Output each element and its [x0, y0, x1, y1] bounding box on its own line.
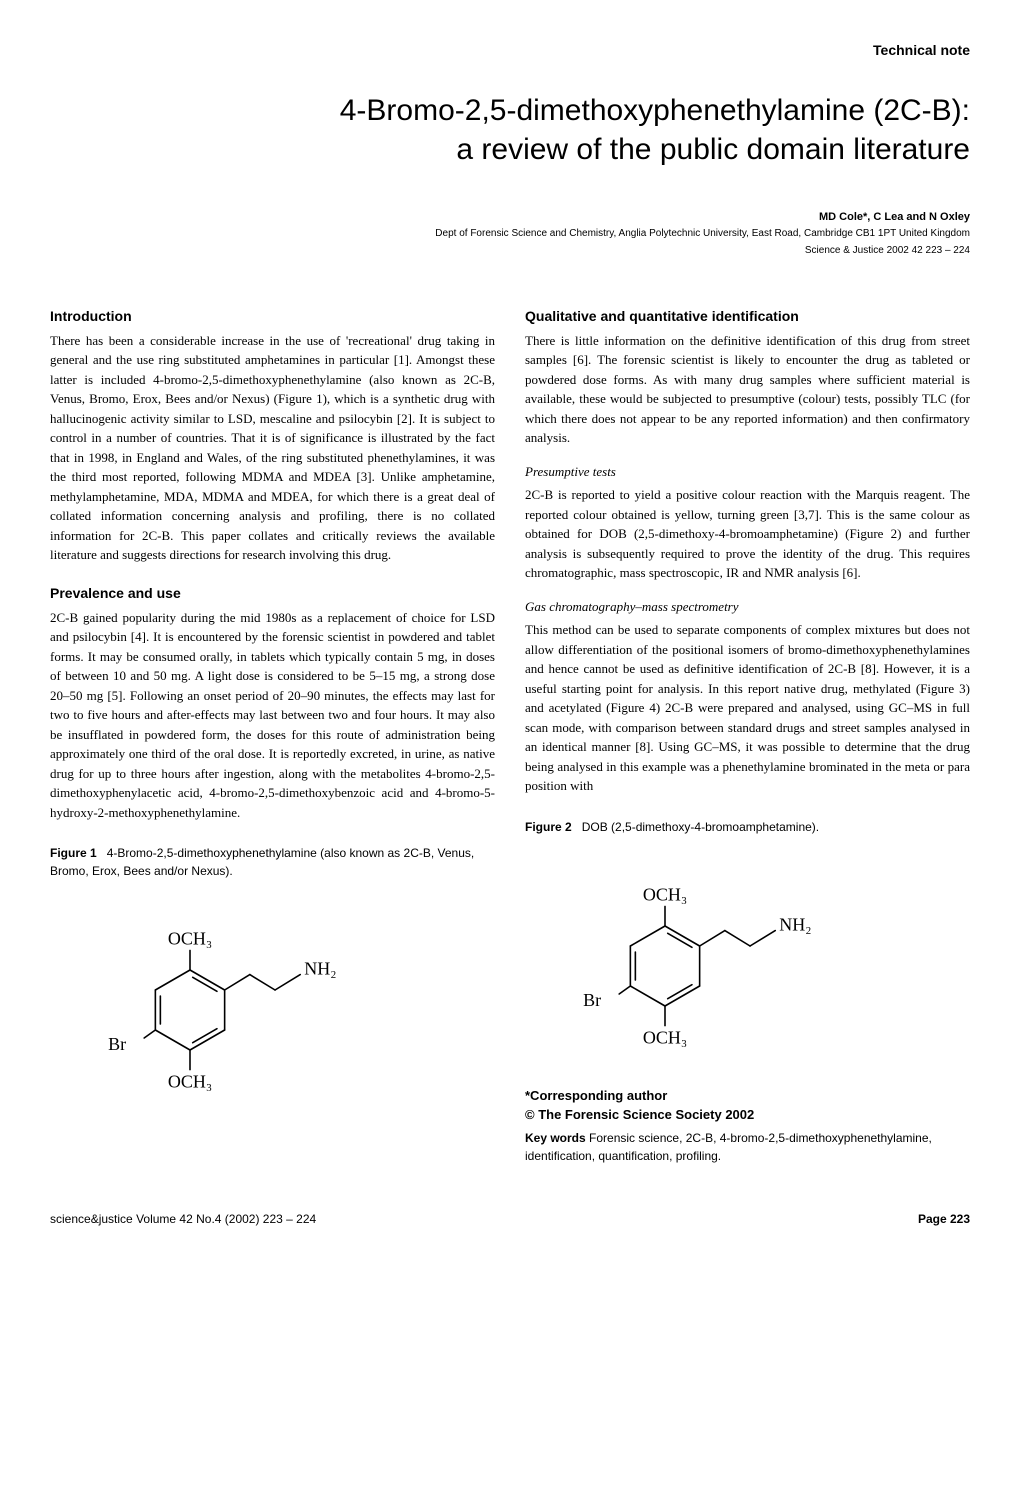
- article-title: 4-Bromo-2,5-dimethoxyphenethylamine (2C-…: [50, 91, 970, 169]
- figure-2-caption: Figure 2 DOB (2,5-dimethoxy-4-bromoamphe…: [525, 818, 970, 836]
- page-footer: science&justice Volume 42 No.4 (2002) 22…: [50, 1210, 970, 1228]
- figure-2-structure: OCH₃ OCH₃ Br NH₂: [555, 846, 835, 1066]
- footer-journal: science&justice: [50, 1212, 133, 1226]
- footer-left: science&justice Volume 42 No.4 (2002) 22…: [50, 1210, 316, 1228]
- copyright: © The Forensic Science Society 2002: [525, 1105, 970, 1125]
- introduction-body: There has been a considerable increase i…: [50, 331, 495, 565]
- qualitative-heading: Qualitative and quantitative identificat…: [525, 306, 970, 327]
- gcms-body: This method can be used to separate comp…: [525, 620, 970, 796]
- figure-1-caption-text: 4-Bromo-2,5-dimethoxyphenethylamine (als…: [50, 846, 474, 878]
- corresponding-author: *Corresponding author: [525, 1086, 970, 1106]
- prevalence-body: 2C-B gained popularity during the mid 19…: [50, 608, 495, 823]
- footer-page-number: Page 223: [918, 1210, 970, 1228]
- footer-volume: Volume 42 No.4 (2002) 223 – 224: [136, 1212, 316, 1226]
- svg-text:OCH₃: OCH₃: [643, 1027, 687, 1047]
- figure-1-caption: Figure 1 4-Bromo-2,5-dimethoxyphenethyla…: [50, 844, 495, 880]
- svg-text:NH₂: NH₂: [779, 914, 811, 934]
- introduction-heading: Introduction: [50, 306, 495, 327]
- qualitative-body: There is little information on the defin…: [525, 331, 970, 448]
- left-column: Introduction There has been a considerab…: [50, 288, 495, 1165]
- article-category: Technical note: [50, 40, 970, 61]
- keywords: Key words Forensic science, 2C-B, 4-brom…: [525, 1129, 970, 1165]
- gcms-heading: Gas chromatography–mass spectrometry: [525, 597, 970, 617]
- presumptive-heading: Presumptive tests: [525, 462, 970, 482]
- figure-2-label: Figure 2: [525, 820, 572, 834]
- affiliation: Dept of Forensic Science and Chemistry, …: [50, 226, 970, 241]
- right-column: Qualitative and quantitative identificat…: [525, 288, 970, 1165]
- title-line-2: a review of the public domain literature: [456, 133, 970, 166]
- svg-text:Br: Br: [108, 1034, 126, 1054]
- presumptive-body: 2C-B is reported to yield a positive col…: [525, 485, 970, 583]
- figure-1-label: Figure 1: [50, 846, 97, 860]
- authors: MD Cole*, C Lea and N Oxley: [50, 209, 970, 226]
- keywords-text: Forensic science, 2C-B, 4-bromo-2,5-dime…: [525, 1131, 932, 1163]
- keywords-label: Key words: [525, 1131, 586, 1145]
- svg-text:Br: Br: [583, 990, 601, 1010]
- svg-text:OCH₃: OCH₃: [168, 1072, 212, 1092]
- figure-1-structure: OCH₃ OCH₃ Br NH₂: [80, 890, 360, 1110]
- svg-text:OCH₃: OCH₃: [643, 884, 687, 904]
- svg-text:OCH₃: OCH₃: [168, 929, 212, 949]
- prevalence-heading: Prevalence and use: [50, 583, 495, 604]
- citation-line: Science & Justice 2002 42 223 – 224: [50, 243, 970, 258]
- svg-text:NH₂: NH₂: [304, 959, 336, 979]
- title-line-1: 4-Bromo-2,5-dimethoxyphenethylamine (2C-…: [340, 94, 970, 127]
- two-column-layout: Introduction There has been a considerab…: [50, 288, 970, 1165]
- figure-2-caption-text: DOB (2,5-dimethoxy-4-bromoamphetamine).: [582, 820, 819, 834]
